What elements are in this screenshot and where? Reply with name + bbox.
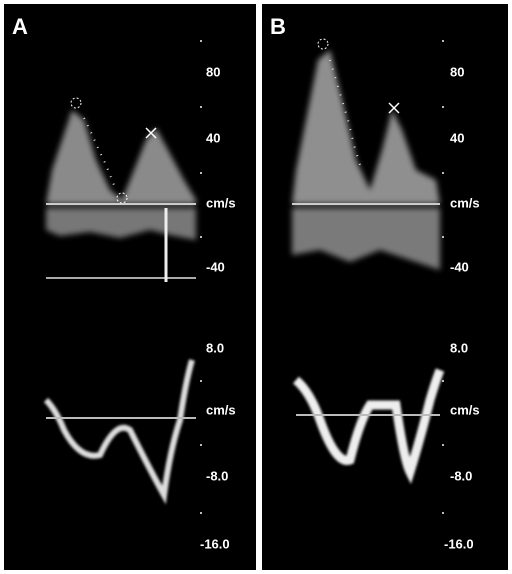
marker	[388, 102, 400, 114]
scale-label: cm/s	[450, 195, 480, 210]
trace-dots	[83, 117, 115, 186]
panel-background	[4, 4, 256, 570]
scale-label: -40	[206, 259, 225, 274]
scale-dots	[200, 40, 202, 514]
marker	[70, 97, 82, 109]
panel-a: A 80 40 cm/s -40 8.0 cm/s -8.0 -16.0	[4, 4, 256, 570]
scale-label: -40	[450, 259, 469, 274]
scale-label: cm/s	[206, 402, 236, 417]
scale-label: cm/s	[206, 195, 236, 210]
marker	[145, 127, 157, 139]
scale-label: -8.0	[450, 468, 472, 483]
doppler-spectrum	[292, 50, 440, 270]
flow-trace	[43, 359, 195, 505]
marker	[116, 192, 128, 204]
panel-b: B 80 40 cm/s -40 8.0 cm/s -8.0 -16.0	[262, 4, 508, 570]
scale-label: 80	[450, 64, 464, 79]
scale-label: 80	[206, 64, 220, 79]
scale-label: cm/s	[450, 402, 480, 417]
scale-label: 40	[206, 130, 220, 145]
scale-dots	[442, 40, 444, 514]
scale-label: 8.0	[206, 340, 224, 355]
scale-label: -16.0	[200, 536, 230, 551]
flow-trace	[292, 368, 445, 485]
scale-label: -8.0	[206, 468, 228, 483]
scale-label: 40	[450, 130, 464, 145]
panel-background	[262, 4, 508, 570]
panel-label: B	[270, 14, 286, 39]
scale-label: 8.0	[450, 340, 468, 355]
scale-label: -16.0	[444, 536, 474, 551]
marker	[317, 38, 329, 50]
panel-label: A	[12, 14, 28, 39]
doppler-spectrum	[46, 110, 196, 240]
